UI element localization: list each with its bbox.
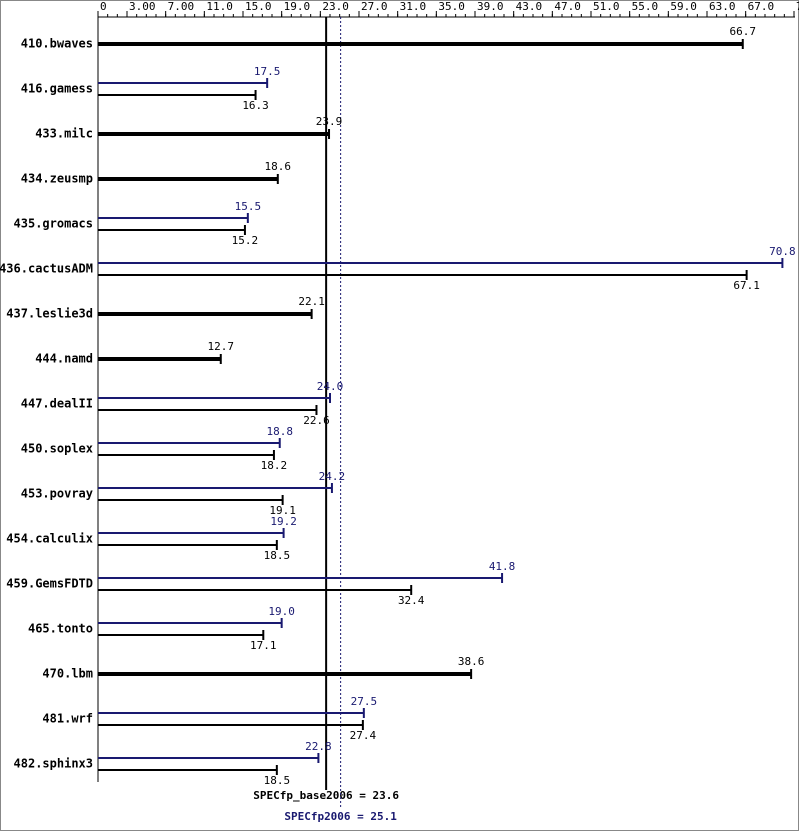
value-label: 24.2 bbox=[319, 470, 346, 483]
x-tick-label: 59.0 bbox=[670, 0, 697, 13]
value-label: 22.1 bbox=[298, 295, 325, 308]
value-label: 22.8 bbox=[305, 740, 332, 753]
value-label: 18.5 bbox=[264, 774, 291, 787]
x-tick-label: 7.00 bbox=[168, 0, 195, 13]
x-tick-label: 67.0 bbox=[748, 0, 775, 13]
category-label: 465.tonto bbox=[28, 622, 93, 636]
value-label: 17.5 bbox=[254, 65, 281, 78]
x-tick-label: 72.0 bbox=[796, 0, 799, 13]
value-label: 18.6 bbox=[265, 160, 292, 173]
value-label: 23.9 bbox=[316, 115, 343, 128]
peak-mean-label: SPECfp2006 = 25.1 bbox=[284, 810, 397, 823]
value-label: 70.8 bbox=[769, 245, 796, 258]
value-label: 22.6 bbox=[303, 414, 330, 427]
category-label: 447.dealII bbox=[21, 397, 93, 411]
value-label: 18.5 bbox=[264, 549, 291, 562]
x-tick-label: 55.0 bbox=[632, 0, 659, 13]
x-tick-label: 31.0 bbox=[400, 0, 427, 13]
value-label: 27.4 bbox=[350, 729, 377, 742]
value-label: 19.1 bbox=[269, 504, 296, 517]
value-label: 15.2 bbox=[232, 234, 259, 247]
category-label: 416.gamess bbox=[21, 82, 93, 96]
category-label: 482.sphinx3 bbox=[14, 757, 93, 771]
x-tick-label: 35.0 bbox=[438, 0, 465, 13]
value-label: 27.5 bbox=[351, 695, 378, 708]
value-label: 16.3 bbox=[242, 99, 269, 112]
category-label: 459.GemsFDTD bbox=[6, 577, 93, 591]
category-label: 453.povray bbox=[21, 487, 93, 501]
x-tick-label: 51.0 bbox=[593, 0, 620, 13]
base-mean-label: SPECfp_base2006 = 23.6 bbox=[253, 789, 399, 802]
category-label: 470.lbm bbox=[42, 667, 93, 681]
value-label: 17.1 bbox=[250, 639, 277, 652]
value-label: 66.7 bbox=[730, 25, 757, 38]
value-label: 32.4 bbox=[398, 594, 425, 607]
value-label: 41.8 bbox=[489, 560, 516, 573]
x-tick-label: 11.0 bbox=[206, 0, 233, 13]
category-label: 437.leslie3d bbox=[6, 307, 93, 321]
category-label: 450.soplex bbox=[21, 442, 93, 456]
category-label: 410.bwaves bbox=[21, 37, 93, 51]
x-tick-label: 15.0 bbox=[245, 0, 272, 13]
category-label: 481.wrf bbox=[42, 712, 93, 726]
x-tick-label: 0 bbox=[100, 0, 107, 13]
x-tick-label: 19.0 bbox=[284, 0, 311, 13]
category-label: 433.milc bbox=[35, 127, 93, 141]
category-label: 444.namd bbox=[35, 352, 93, 366]
value-label: 19.0 bbox=[268, 605, 295, 618]
category-label: 454.calculix bbox=[6, 532, 93, 546]
value-label: 19.2 bbox=[270, 515, 297, 528]
value-label: 18.2 bbox=[261, 459, 288, 472]
x-tick-label: 27.0 bbox=[361, 0, 388, 13]
value-label: 12.7 bbox=[208, 340, 235, 353]
x-tick-label: 47.0 bbox=[554, 0, 581, 13]
x-tick-label: 43.0 bbox=[516, 0, 543, 13]
x-tick-label: 3.00 bbox=[129, 0, 156, 13]
value-label: 38.6 bbox=[458, 655, 485, 668]
value-label: 15.5 bbox=[235, 200, 262, 213]
value-label: 67.1 bbox=[733, 279, 760, 292]
value-label: 24.0 bbox=[317, 380, 344, 393]
category-label: 436.cactusADM bbox=[0, 262, 93, 276]
x-tick-label: 39.0 bbox=[477, 0, 504, 13]
x-tick-label: 63.0 bbox=[709, 0, 736, 13]
category-label: 435.gromacs bbox=[14, 217, 93, 231]
category-label: 434.zeusmp bbox=[21, 172, 93, 186]
value-label: 18.8 bbox=[266, 425, 293, 438]
x-tick-label: 23.0 bbox=[322, 0, 349, 13]
